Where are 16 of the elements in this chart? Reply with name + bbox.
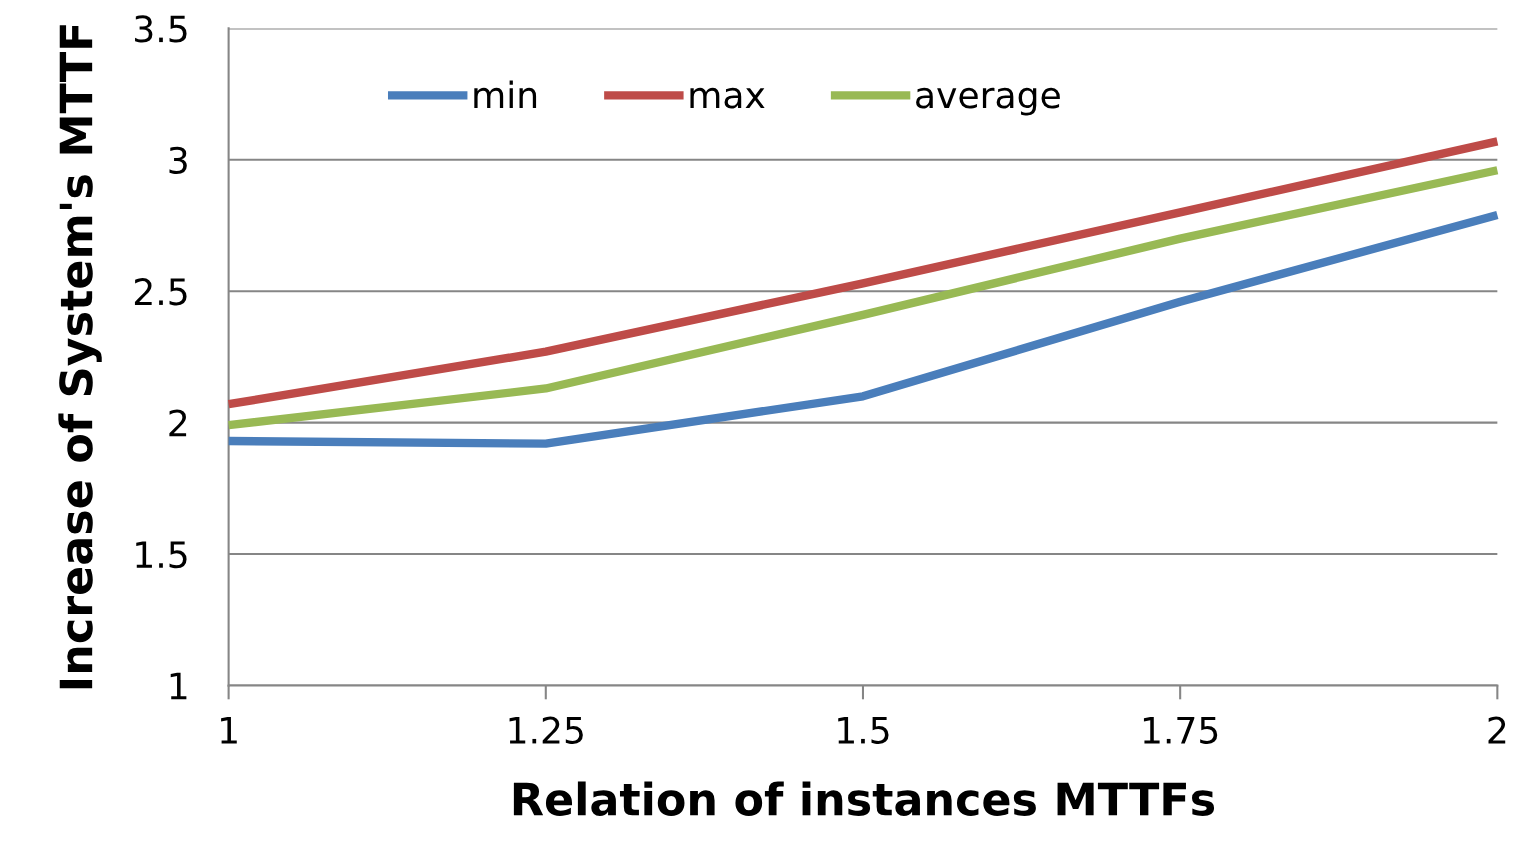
legend-label: max bbox=[690, 87, 765, 109]
x-tick-label: 2 bbox=[1488, 716, 1506, 744]
y-tick-label: 1.5 bbox=[136, 541, 187, 569]
x-tick-label: 1.5 bbox=[838, 717, 889, 744]
legend-label: average bbox=[916, 87, 1060, 116]
y-axis-title: Increase of System's MTTF bbox=[58, 25, 102, 689]
x-tick-label: 1.25 bbox=[509, 716, 583, 744]
x-axis-title: Relation of instances MTTFs bbox=[513, 781, 1215, 816]
y-tick-label: 2.5 bbox=[134, 278, 187, 306]
y-tick-label: 1 bbox=[170, 672, 187, 700]
y-tick-label: 3 bbox=[169, 146, 187, 175]
x-tick-label: 1.75 bbox=[1143, 717, 1218, 744]
y-tick-label: 3.5 bbox=[135, 15, 187, 43]
legend-label: min bbox=[474, 80, 537, 109]
y-tick-label: 2 bbox=[169, 409, 187, 437]
x-tick-label: 1 bbox=[221, 717, 237, 744]
